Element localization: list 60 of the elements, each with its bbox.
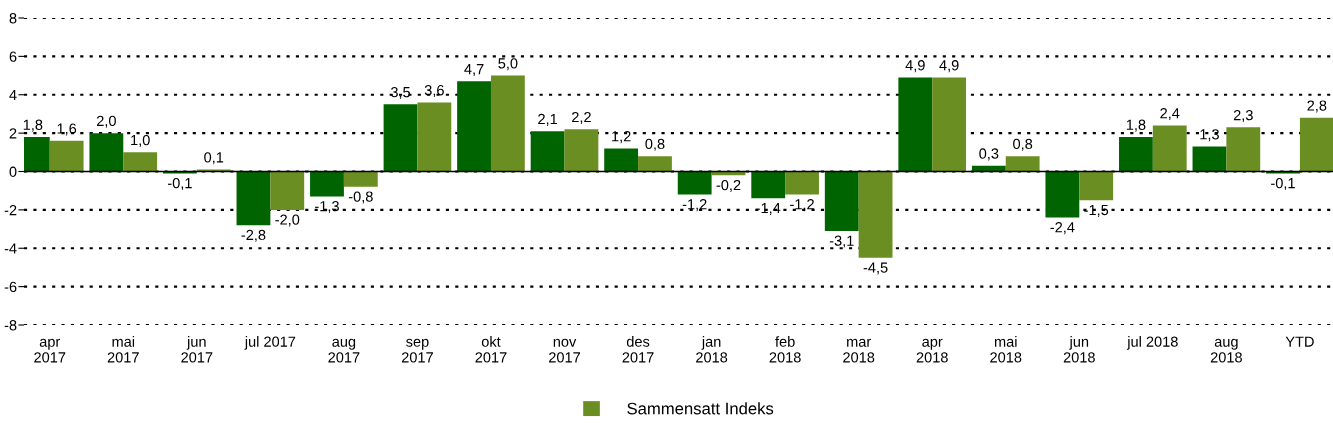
- x-tick-label: apr 2017: [34, 338, 66, 363]
- data-label: 2,2: [572, 111, 591, 124]
- x-tick-label: nov 2017: [549, 338, 580, 363]
- data-label: -4,5: [863, 262, 888, 275]
- data-label: 3,5: [390, 86, 411, 100]
- data-label: 0,1: [204, 152, 224, 165]
- y-tick-label: 2: [9, 128, 17, 139]
- x-tick-label: feb 2018: [769, 336, 801, 363]
- x-tick-label: YTD: [1285, 336, 1314, 347]
- y-tick-label: -6: [4, 281, 17, 293]
- x-tick-label: aug 2017: [328, 338, 360, 363]
- data-label: 4,9: [939, 60, 959, 73]
- data-label: 4,9: [905, 60, 925, 73]
- x-tick-label: mai 2018: [990, 336, 1022, 363]
- data-label: 2,4: [1160, 108, 1180, 121]
- y-tick-label: -4: [4, 243, 17, 254]
- data-label: -0,1: [1271, 177, 1295, 191]
- x-tick-label: okt 2017: [475, 336, 507, 363]
- legend-label: Sammensatt Indeks: [627, 402, 774, 415]
- data-label: 2,8: [1307, 100, 1327, 113]
- y-tick-label: 4: [9, 90, 17, 101]
- data-label: 2,1: [538, 113, 558, 126]
- data-label: 3,6: [424, 85, 444, 98]
- y-tick-label: 8: [9, 13, 17, 24]
- data-label: -2,0: [275, 214, 300, 227]
- x-tick-label: jul 2017: [244, 336, 296, 350]
- x-tick-label: aug 2018: [1210, 338, 1242, 363]
- data-label: 0,8: [645, 138, 665, 151]
- data-label: 1,0: [131, 134, 150, 147]
- data-label: -2,4: [1050, 222, 1075, 235]
- data-label: -0,2: [716, 179, 741, 192]
- y-tick-label: 0: [9, 166, 17, 177]
- y-tick-label: 6: [9, 51, 17, 62]
- data-label: 5,0: [498, 58, 518, 71]
- data-label: -0,8: [348, 191, 373, 204]
- x-tick-label: apr 2018: [916, 338, 948, 363]
- y-tick-label: -8: [4, 320, 17, 331]
- data-label: 1,8: [23, 119, 43, 132]
- data-label: -1,2: [790, 199, 814, 212]
- data-label: 4,7: [464, 64, 484, 76]
- data-label: 1,3: [1200, 129, 1219, 142]
- data-label: 2,0: [96, 115, 116, 128]
- data-label: -1,2: [682, 199, 707, 212]
- x-tick-label: mai 2017: [107, 336, 139, 363]
- x-tick-label: des 2017: [622, 336, 654, 363]
- x-tick-label: jan 2018: [696, 336, 728, 363]
- x-tick-label: jul 2018: [1126, 336, 1178, 350]
- y-tick-label: -2: [4, 204, 17, 216]
- data-label: 1,8: [1126, 119, 1146, 132]
- data-label: -3,1: [829, 235, 854, 248]
- x-tick-label: mar 2018: [843, 338, 875, 363]
- data-label: 0,8: [1013, 138, 1033, 151]
- data-label: -0,1: [167, 177, 192, 191]
- x-tick-label: sep 2017: [401, 338, 433, 363]
- x-tick-label: jun 2018: [1063, 336, 1095, 363]
- data-label: 2,3: [1233, 109, 1253, 123]
- data-label: -2,8: [241, 229, 266, 242]
- data-label: -1,5: [1084, 204, 1109, 217]
- x-tick-label: jun 2017: [181, 336, 213, 363]
- data-label: 0,3: [979, 148, 999, 161]
